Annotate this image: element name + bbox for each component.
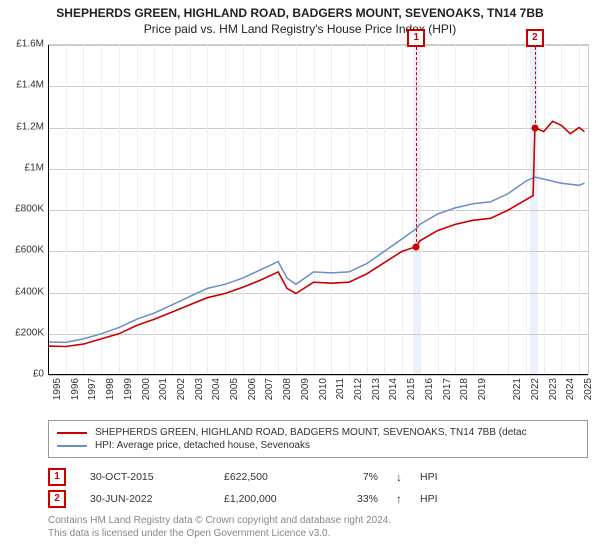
y-axis-tick-label: £0 — [4, 369, 44, 380]
x-axis-tick-label: 2014 — [388, 378, 399, 400]
x-axis-tick-label: 2008 — [282, 378, 293, 400]
x-axis-tick-label: 2017 — [442, 378, 453, 400]
x-axis-tick-label: 1998 — [105, 378, 116, 400]
x-axis-tick-label: 2024 — [565, 378, 576, 400]
x-axis-tick-label: 2015 — [406, 378, 417, 400]
footnote: Contains HM Land Registry data © Crown c… — [48, 514, 588, 540]
series-line-price_paid — [48, 121, 585, 346]
x-axis-tick-label: 2018 — [459, 378, 470, 400]
chart-subtitle: Price paid vs. HM Land Registry's House … — [0, 20, 600, 36]
legend-label-hpi: HPI: Average price, detached house, Seve… — [95, 440, 310, 451]
x-axis-tick-label: 2005 — [229, 378, 240, 400]
y-axis-tick-label: £1M — [4, 162, 44, 173]
annotation-date: 30-JUN-2022 — [90, 493, 210, 505]
chart-marker-1: 1 — [407, 29, 425, 47]
legend-swatch-red — [57, 432, 87, 434]
x-axis-tick-label: 2006 — [247, 378, 258, 400]
x-axis-tick-label: 2012 — [353, 378, 364, 400]
footnote-line-1: Contains HM Land Registry data © Crown c… — [48, 514, 588, 527]
x-axis-tick-label: 2002 — [176, 378, 187, 400]
chart-area: 12 £0£200K£400K£600K£800K£1M£1.2M£1.4M£1… — [0, 44, 600, 414]
annotation-table: 1 30-OCT-2015 £622,500 7% ↓ HPI 2 30-JUN… — [48, 464, 588, 512]
chart-marker-2: 2 — [526, 29, 544, 47]
y-axis-tick-label: £200K — [4, 327, 44, 338]
arrow-up-icon: ↑ — [392, 492, 406, 506]
x-axis-tick-label: 2021 — [512, 378, 523, 400]
y-axis-tick-label: £1.4M — [4, 80, 44, 91]
x-axis-tick-label: 2003 — [194, 378, 205, 400]
x-axis-tick-label: 1995 — [52, 378, 63, 400]
annotation-marker-1: 1 — [48, 468, 66, 486]
x-axis-tick-label: 2000 — [141, 378, 152, 400]
annotation-marker-2: 2 — [48, 490, 66, 508]
annotation-price: £1,200,000 — [224, 493, 324, 505]
x-axis-tick-label: 2019 — [477, 378, 488, 400]
x-axis-tick-label: 2004 — [211, 378, 222, 400]
chart-point-1 — [413, 243, 420, 250]
y-axis-tick-label: £1.2M — [4, 121, 44, 132]
arrow-down-icon: ↓ — [392, 470, 406, 484]
x-axis-tick-label: 2023 — [548, 378, 559, 400]
annotation-pct: 7% — [338, 471, 378, 483]
line-series-svg — [48, 45, 588, 375]
x-axis-tick-label: 2013 — [371, 378, 382, 400]
legend-item-price-paid: SHEPHERDS GREEN, HIGHLAND ROAD, BADGERS … — [57, 427, 579, 438]
series-line-hpi — [48, 177, 585, 342]
legend-swatch-blue — [57, 445, 87, 447]
legend-box: SHEPHERDS GREEN, HIGHLAND ROAD, BADGERS … — [48, 420, 588, 458]
x-axis-tick-label: 1999 — [123, 378, 134, 400]
y-axis-tick-label: £800K — [4, 204, 44, 215]
annotation-pct: 33% — [338, 493, 378, 505]
x-axis-tick-label: 2022 — [530, 378, 541, 400]
x-axis-tick-label: 2007 — [264, 378, 275, 400]
annotation-suffix: HPI — [420, 493, 450, 505]
annotation-row: 1 30-OCT-2015 £622,500 7% ↓ HPI — [48, 468, 588, 486]
legend-label-price-paid: SHEPHERDS GREEN, HIGHLAND ROAD, BADGERS … — [95, 427, 527, 438]
x-axis-tick-label: 1996 — [70, 378, 81, 400]
chart-point-2 — [531, 124, 538, 131]
footnote-line-2: This data is licensed under the Open Gov… — [48, 527, 588, 540]
annotation-price: £622,500 — [224, 471, 324, 483]
x-axis-tick-label: 2011 — [335, 378, 346, 400]
x-axis-tick-label: 2010 — [318, 378, 329, 400]
x-axis-tick-label: 2001 — [158, 378, 169, 400]
y-axis-tick-label: £400K — [4, 286, 44, 297]
chart-title-address: SHEPHERDS GREEN, HIGHLAND ROAD, BADGERS … — [0, 0, 600, 20]
x-axis-tick-label: 2025 — [583, 378, 594, 400]
y-axis-tick-label: £1.6M — [4, 39, 44, 50]
annotation-row: 2 30-JUN-2022 £1,200,000 33% ↑ HPI — [48, 490, 588, 508]
legend-item-hpi: HPI: Average price, detached house, Seve… — [57, 440, 579, 451]
plot-region: 12 — [48, 44, 589, 375]
y-axis-tick-label: £600K — [4, 245, 44, 256]
x-axis-tick-label: 2016 — [424, 378, 435, 400]
annotation-date: 30-OCT-2015 — [90, 471, 210, 483]
x-axis-tick-label: 2009 — [300, 378, 311, 400]
annotation-suffix: HPI — [420, 471, 450, 483]
x-axis-tick-label: 1997 — [87, 378, 98, 400]
